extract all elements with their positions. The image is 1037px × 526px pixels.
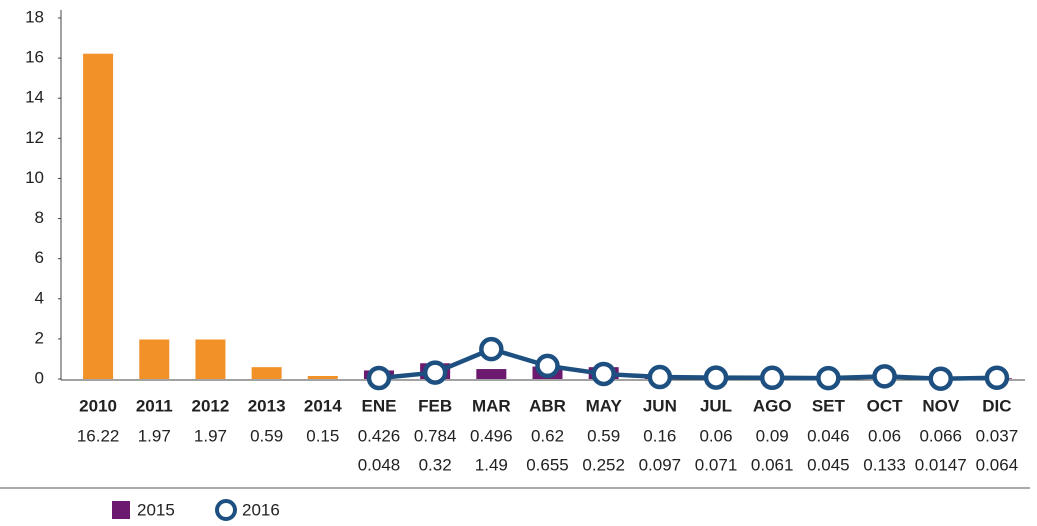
- legend-marker: [215, 499, 237, 521]
- value-label: 0.655: [526, 455, 569, 474]
- value-label: 0.15: [306, 426, 339, 445]
- bar: [83, 53, 114, 380]
- value-label: 1.49: [475, 455, 508, 474]
- value-label: 0.06: [699, 426, 732, 445]
- x-tick-label: JUN: [643, 396, 677, 415]
- x-tick-label: DIC: [982, 396, 1011, 415]
- point: [366, 365, 392, 391]
- value-label: 0.046: [807, 426, 850, 445]
- value-label: 0.064: [976, 455, 1019, 474]
- value-label: 1.97: [138, 426, 171, 445]
- point: [535, 353, 560, 379]
- point: [984, 365, 1010, 390]
- value-label: 0.09: [756, 426, 789, 445]
- x-tick-label: NOV: [922, 396, 960, 415]
- x-tick-label: MAR: [472, 396, 511, 415]
- y-tick-label: 14: [25, 88, 44, 107]
- point: [479, 336, 504, 362]
- point: [422, 360, 448, 385]
- y-tick-label: 16: [25, 48, 44, 67]
- value-label: 0.0147: [915, 455, 967, 474]
- value-label: 0.62: [531, 426, 564, 445]
- value-label: 0.071: [695, 455, 738, 474]
- x-tick-label: 2014: [304, 396, 342, 415]
- legend-label: 2016: [242, 500, 280, 519]
- value-label: 0.59: [587, 426, 620, 445]
- x-tick-label: ENE: [361, 396, 396, 415]
- point: [759, 365, 785, 391]
- bar: [139, 339, 170, 379]
- x-tick-label: FEB: [418, 396, 452, 415]
- y-tick-label: 10: [25, 168, 44, 187]
- value-label: 0.252: [582, 455, 625, 474]
- value-label: 0.06: [868, 426, 901, 445]
- x-tick-label: 2011: [136, 396, 173, 415]
- y-tick-label: 6: [35, 248, 44, 267]
- value-label: 0.037: [976, 426, 1019, 445]
- point: [928, 366, 953, 391]
- value-label: 0.32: [419, 455, 452, 474]
- y-tick-label: 0: [35, 368, 44, 387]
- point: [703, 365, 729, 390]
- x-tick-label: OCT: [867, 396, 904, 415]
- value-label: 0.045: [807, 455, 850, 474]
- value-label: 0.048: [358, 455, 401, 474]
- x-tick-label: AGO: [753, 396, 792, 415]
- bar: [251, 367, 282, 379]
- legend-marker: [112, 501, 130, 519]
- y-tick-label: 18: [25, 7, 44, 26]
- value-label: 0.496: [470, 426, 513, 445]
- value-label: 1.97: [194, 426, 227, 445]
- line: [378, 346, 997, 381]
- x-tick-label: SET: [812, 396, 846, 415]
- value-label: 0.097: [639, 455, 682, 474]
- y-tick-label: 2: [35, 328, 44, 347]
- x-tick-label: 2013: [248, 396, 286, 415]
- value-label: 0.426: [358, 426, 401, 445]
- value-label: 0.784: [414, 426, 457, 445]
- x-tick-label: ABR: [529, 396, 566, 415]
- y-tick-label: 12: [25, 128, 44, 147]
- point: [872, 364, 897, 389]
- value-label: 16.22: [77, 426, 120, 445]
- value-label: 0.061: [751, 455, 794, 474]
- point: [647, 364, 673, 390]
- bar: [195, 339, 226, 379]
- legend-label: 2015: [137, 500, 175, 519]
- bar: [307, 375, 338, 379]
- value-label: 0.066: [919, 426, 962, 445]
- x-tick-label: MAY: [586, 396, 623, 415]
- point: [816, 365, 841, 391]
- bar: [476, 369, 507, 379]
- y-tick-label: 4: [35, 288, 44, 307]
- value-label: 0.133: [863, 455, 906, 474]
- x-tick-label: 2010: [79, 396, 117, 415]
- value-label: 0.59: [250, 426, 283, 445]
- y-tick-label: 8: [35, 208, 44, 227]
- point: [591, 361, 616, 387]
- value-label: 0.16: [643, 426, 676, 445]
- x-tick-label: 2012: [192, 396, 230, 415]
- x-tick-label: JUL: [700, 396, 732, 415]
